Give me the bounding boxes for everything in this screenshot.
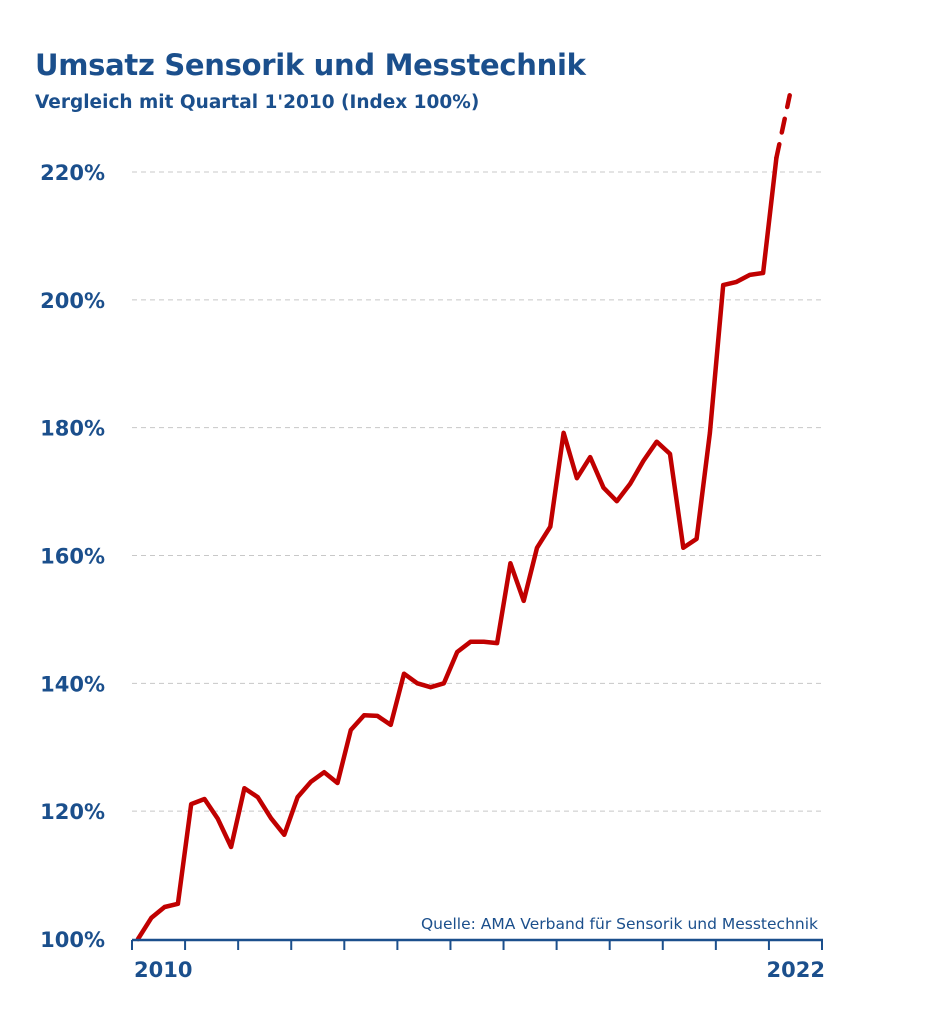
y-tick-label: 200% (40, 289, 105, 313)
x-tick-label-end: 2022 (767, 958, 825, 982)
revenue-line (135, 155, 779, 942)
y-tick-label: 160% (40, 545, 105, 569)
chart-title: Umsatz Sensorik und Messtechnik (35, 48, 586, 82)
chart-subtitle: Vergleich mit Quartal 1'2010 (Index 100%… (35, 92, 480, 113)
forecast-line (774, 93, 792, 161)
y-tick-label: 100% (40, 928, 105, 952)
y-tick-label: 140% (40, 672, 105, 696)
y-tick-label: 220% (40, 161, 105, 185)
x-tick-label-start: 2010 (134, 958, 192, 982)
y-tick-label: 180% (40, 417, 105, 441)
y-tick-label: 120% (40, 800, 105, 824)
source-note: Quelle: AMA Verband für Sensorik und Mes… (421, 915, 818, 933)
